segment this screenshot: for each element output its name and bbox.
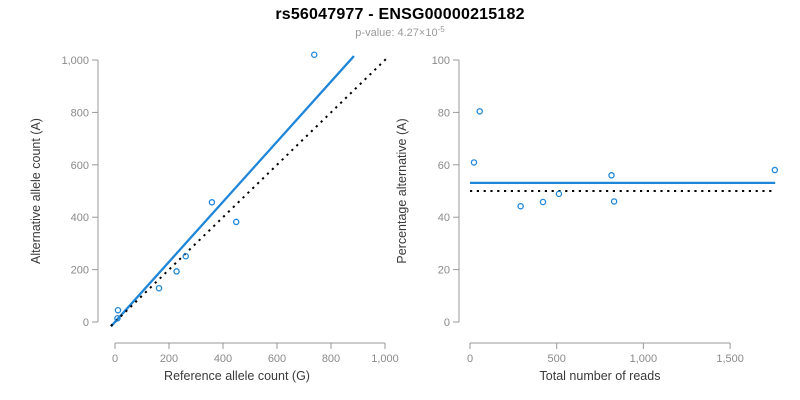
y-tick-label: 40: [438, 212, 450, 224]
y-axis-title: Percentage alternative (A): [395, 118, 409, 263]
data-point: [114, 306, 122, 314]
x-tick-label: 1,500: [716, 353, 744, 365]
data-point: [173, 268, 180, 275]
data-point: [476, 108, 483, 115]
y-tick-label: 0: [444, 317, 450, 329]
x-axis-title: Total number of reads: [540, 369, 661, 383]
x-tick-label: 200: [160, 353, 178, 365]
fitted-line: [110, 55, 355, 328]
data-point: [155, 284, 163, 292]
y-tick-label: 800: [71, 107, 89, 119]
y-tick-label: 100: [432, 55, 450, 67]
x-tick-label: 400: [214, 353, 232, 365]
x-tick-label: 1,000: [630, 353, 658, 365]
y-axis-title: Alternative allele count (A): [29, 118, 43, 264]
data-point: [608, 172, 615, 179]
data-point: [610, 198, 618, 205]
y-tick-label: 60: [438, 160, 450, 172]
x-tick-label: 0: [112, 353, 118, 365]
pvalue-subtitle: p-value: 4.27×10-5: [0, 25, 800, 39]
x-tick-label: 800: [322, 353, 340, 365]
y-tick-label: 200: [71, 265, 89, 277]
data-point: [771, 166, 779, 174]
data-point: [517, 202, 524, 210]
y-tick-label: 600: [71, 160, 89, 172]
counts-panel: 0 200 400 600 800 1,000 0 200 400 600 800 1,000 Alte…: [29, 51, 399, 383]
y-tick-label: 0: [83, 317, 89, 329]
y-tick-label: 80: [438, 107, 450, 119]
pvalue-text: p-value: 4.27×10: [355, 27, 438, 39]
data-point: [555, 190, 563, 198]
figure-title: rs56047977 - ENSG00000215182: [275, 6, 525, 23]
data-point: [114, 315, 121, 322]
x-tick-label: 0: [467, 353, 473, 365]
x-axis-title: Reference allele count (G): [164, 369, 310, 383]
data-point: [208, 199, 216, 206]
data-point: [182, 252, 189, 260]
x-tick-label: 500: [548, 353, 566, 365]
x-tick-label: 600: [268, 353, 286, 365]
x-tick-label: 1,000: [371, 353, 399, 365]
data-point: [232, 218, 240, 226]
y-tick-label: 1,000: [61, 55, 89, 67]
pvalue-exponent: -5: [437, 25, 445, 34]
data-point: [311, 51, 318, 59]
data-point: [470, 159, 478, 166]
y-tick-label: 400: [71, 212, 89, 224]
identity-line: [110, 57, 388, 327]
data-point: [539, 198, 547, 206]
percentage-panel: 0 20 40 60 80 100 0 500 1,000 1,500 Percentage alt…: [395, 55, 779, 383]
y-tick-label: 20: [438, 265, 450, 277]
